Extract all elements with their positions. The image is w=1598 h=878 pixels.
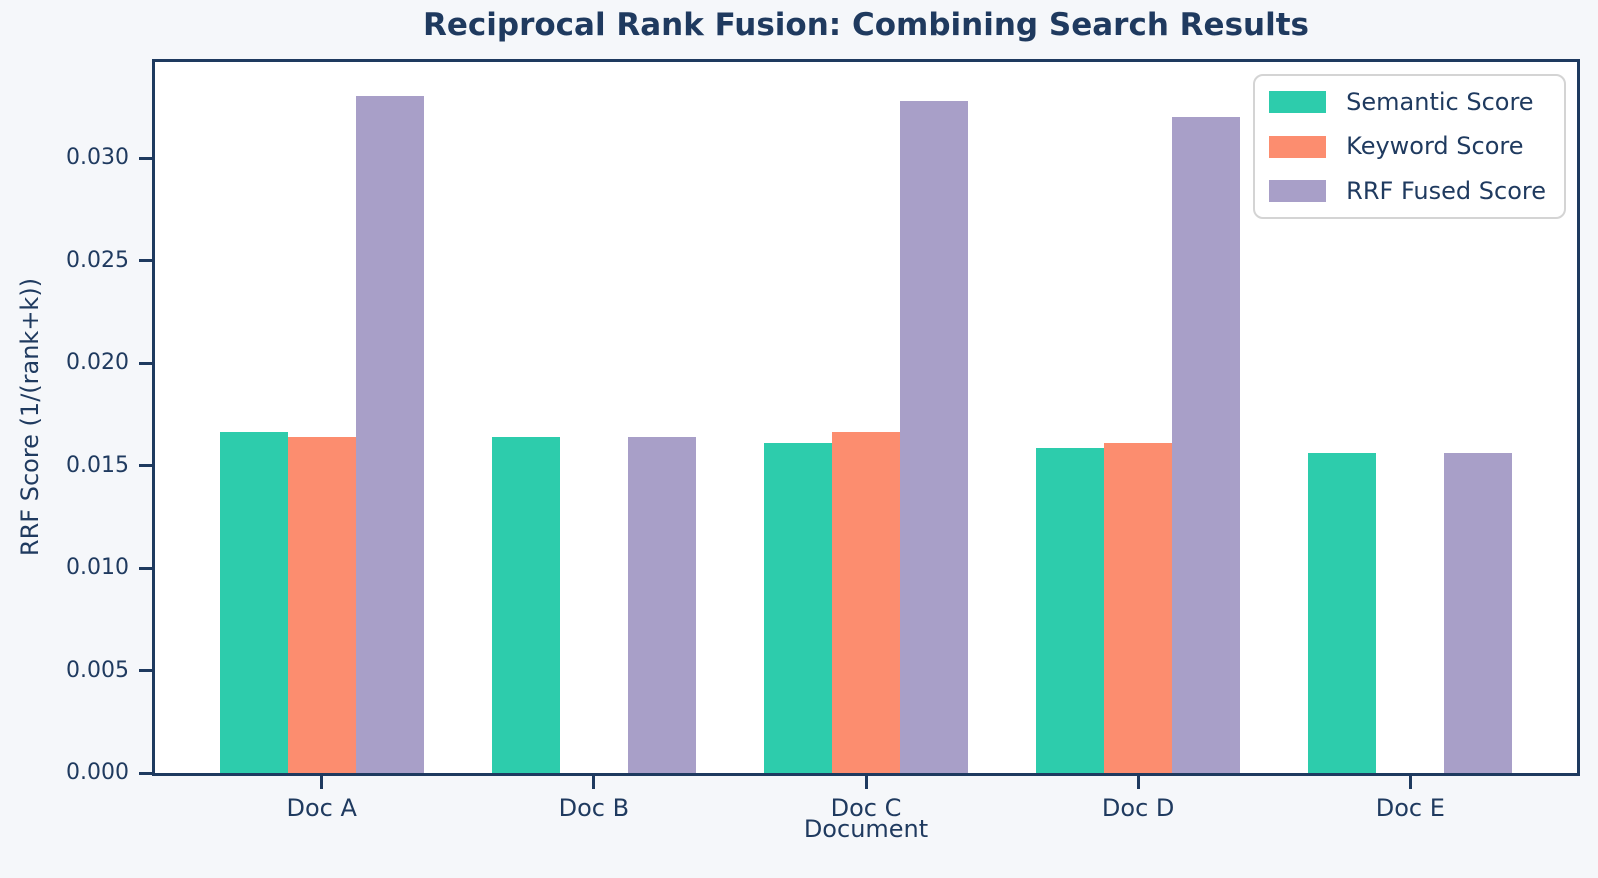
legend-swatch-semantic-score bbox=[1269, 91, 1327, 114]
x-axis-label: Document bbox=[803, 815, 929, 843]
bar-rrf-fused-score-doc-b bbox=[627, 437, 696, 773]
x-tick-mark bbox=[1136, 776, 1140, 789]
plot-area: Semantic Score Keyword Score RRF Fused Sco… bbox=[152, 59, 1580, 776]
x-tick-mark bbox=[1408, 776, 1412, 789]
bar-rrf-fused-score-doc-d bbox=[1172, 117, 1241, 773]
y-tick-mark bbox=[139, 464, 152, 468]
y-tick-label: 0.030 bbox=[66, 145, 129, 171]
bar-keyword-score-doc-a bbox=[287, 437, 356, 773]
bar-rrf-fused-score-doc-c bbox=[900, 101, 969, 773]
legend-swatch-rrf-fused-score bbox=[1269, 179, 1327, 202]
x-tick-mark bbox=[320, 776, 324, 789]
bar-semantic-score-doc-e bbox=[1308, 452, 1377, 773]
legend-swatch-keyword-score bbox=[1269, 135, 1327, 158]
bar-keyword-score-doc-d bbox=[1104, 442, 1173, 773]
y-tick-mark bbox=[139, 156, 152, 160]
bar-keyword-score-doc-c bbox=[831, 431, 900, 773]
bar-rrf-fused-score-doc-e bbox=[1444, 452, 1513, 773]
y-tick-label: 0.005 bbox=[66, 657, 129, 683]
legend-label: Semantic Score bbox=[1346, 88, 1534, 116]
y-tick-mark bbox=[139, 771, 152, 775]
y-tick-label: 0.015 bbox=[66, 452, 129, 478]
y-tick-label: 0.000 bbox=[66, 760, 129, 785]
legend-label: Keyword Score bbox=[1346, 132, 1524, 161]
legend-item-rrf-fused-score: RRF Fused Score bbox=[1269, 176, 1546, 205]
legend-label: RRF Fused Score bbox=[1346, 176, 1546, 205]
x-tick-label: Doc E bbox=[1375, 794, 1445, 822]
x-tick-mark bbox=[592, 776, 596, 789]
legend-item-semantic-score: Semantic Score bbox=[1269, 89, 1546, 115]
y-tick-mark bbox=[139, 259, 152, 263]
bar-semantic-score-doc-a bbox=[219, 431, 288, 773]
y-axis-label: RRF Score (1/(rank+k)) bbox=[16, 277, 44, 557]
legend-item-keyword-score: Keyword Score bbox=[1269, 132, 1546, 161]
y-tick-mark bbox=[139, 566, 152, 570]
y-tick-mark bbox=[139, 361, 152, 365]
legend: Semantic Score Keyword Score RRF Fused Sco… bbox=[1253, 74, 1566, 220]
y-tick-label: 0.010 bbox=[66, 555, 129, 581]
bar-semantic-score-doc-c bbox=[763, 442, 832, 773]
x-tick-label: Doc C bbox=[830, 794, 902, 822]
bar-rrf-fused-score-doc-a bbox=[355, 95, 424, 773]
bar-semantic-score-doc-d bbox=[1036, 447, 1105, 773]
plot-inner bbox=[155, 62, 1577, 773]
x-tick-label: Doc A bbox=[286, 794, 357, 822]
x-tick-label: Doc B bbox=[558, 794, 630, 822]
bar-semantic-score-doc-b bbox=[491, 437, 560, 773]
x-tick-mark bbox=[864, 776, 868, 789]
chart-title: Reciprocal Rank Fusion: Combining Search… bbox=[422, 7, 1309, 43]
y-tick-label: 0.020 bbox=[66, 350, 129, 376]
y-tick-label: 0.025 bbox=[66, 247, 129, 273]
x-tick-label: Doc D bbox=[1101, 794, 1175, 822]
y-tick-mark bbox=[139, 669, 152, 673]
